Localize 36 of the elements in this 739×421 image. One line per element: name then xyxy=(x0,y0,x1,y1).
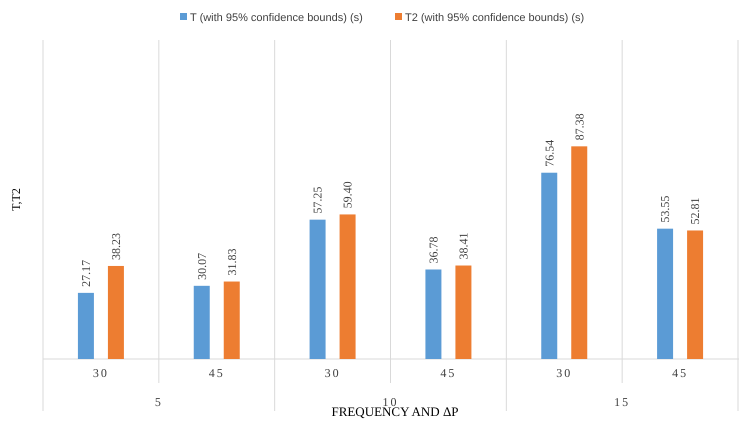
bar xyxy=(194,286,210,359)
bar xyxy=(455,266,472,359)
text: 10 xyxy=(382,395,398,409)
text: 5 xyxy=(154,395,163,409)
data-label: 52.81 xyxy=(688,197,702,224)
data-label: 31.83 xyxy=(224,248,239,276)
data-label: 87.38 xyxy=(572,113,586,140)
bar xyxy=(657,228,674,359)
bar xyxy=(687,230,704,359)
data-label: 59.40 xyxy=(340,181,355,208)
data-label: 30.07 xyxy=(194,252,209,280)
data-label: 38.41 xyxy=(456,232,470,260)
bar xyxy=(310,220,326,359)
x-tick-label: 30 xyxy=(556,366,572,380)
bar xyxy=(541,172,558,359)
data-label: 57.25 xyxy=(310,186,325,214)
x-tick-label: 45 xyxy=(672,366,688,380)
data-label: 27.17 xyxy=(78,260,93,287)
x-tick-label: 45 xyxy=(208,366,225,380)
y-axis-title: T,T2 xyxy=(9,188,23,211)
data-label: 76.54 xyxy=(542,140,556,167)
x-tick-label: 30 xyxy=(92,366,109,380)
data-label: 53.55 xyxy=(658,196,672,223)
bar xyxy=(425,269,442,359)
bar xyxy=(78,292,94,359)
x-tick-label: 45 xyxy=(440,366,456,380)
bar xyxy=(224,282,240,359)
text: 15 xyxy=(614,395,630,409)
data-label: 38.23 xyxy=(108,232,123,260)
legend-label: T (with 95% confidence bounds) (s) xyxy=(190,12,363,24)
data-label: 36.78 xyxy=(426,236,440,264)
legend-label: T2 (with 95% confidence bounds) (s) xyxy=(405,12,584,24)
x-tick-label: 30 xyxy=(324,366,341,380)
bar xyxy=(340,214,356,359)
bar xyxy=(571,146,588,359)
bar xyxy=(108,266,124,359)
